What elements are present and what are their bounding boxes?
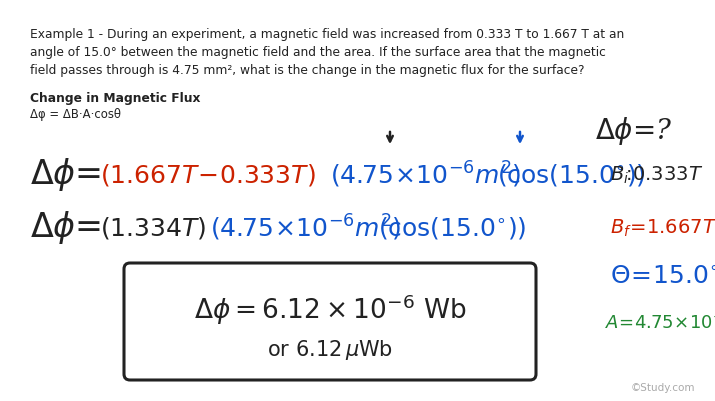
Text: $B_i\!\!:\!0.333T$: $B_i\!\!:\!0.333T$ [610,164,704,185]
Text: $\Theta\!=\!15.0^{\circ}$: $\Theta\!=\!15.0^{\circ}$ [610,266,715,289]
Text: Change in Magnetic Flux: Change in Magnetic Flux [30,92,200,105]
Text: angle of 15.0° between the magnetic field and the area. If the surface area that: angle of 15.0° between the magnetic fiel… [30,46,606,59]
Text: $\mathrm{or}\ 6.12\,\mu\mathrm{Wb}$: $\mathrm{or}\ 6.12\,\mu\mathrm{Wb}$ [267,337,393,361]
FancyBboxPatch shape [124,263,536,380]
Text: ©Study.com: ©Study.com [631,382,695,392]
Text: $(4.75\!\times\!10^{-6}m^{2})$: $(4.75\!\times\!10^{-6}m^{2})$ [210,213,402,243]
Text: $A\!=\!4.75\!\times\!10^{-6}m^2$: $A\!=\!4.75\!\times\!10^{-6}m^2$ [605,312,715,332]
Text: $B_f\!=\!1.667T$: $B_f\!=\!1.667T$ [610,217,715,238]
Text: $\Delta\phi$=: $\Delta\phi$= [30,209,102,246]
Text: $(\cos(15.0^{\circ}))$: $(\cos(15.0^{\circ}))$ [378,215,526,241]
Text: Example 1 - During an experiment, a magnetic field was increased from 0.333 T to: Example 1 - During an experiment, a magn… [30,28,624,41]
Text: Δφ = ΔB·A·cosθ: Δφ = ΔB·A·cosθ [30,108,121,121]
Text: $\Delta\phi = 6.12\times10^{-6}\ \mathrm{Wb}$: $\Delta\phi = 6.12\times10^{-6}\ \mathrm… [194,292,466,326]
Text: $\Delta\phi$=: $\Delta\phi$= [30,156,102,193]
Text: $(1.334T)$: $(1.334T)$ [100,215,206,241]
Text: $(1.667T\!-\!0.333T)$: $(1.667T\!-\!0.333T)$ [100,162,315,188]
Text: field passes through is 4.75 mm², what is the change in the magnetic flux for th: field passes through is 4.75 mm², what i… [30,64,584,77]
Text: $\Delta\phi$=?: $\Delta\phi$=? [595,115,673,147]
Text: $(\cos(15.0^{\circ}))$: $(\cos(15.0^{\circ}))$ [497,162,646,188]
Text: $(4.75\!\times\!10^{-6}m^{2})$: $(4.75\!\times\!10^{-6}m^{2})$ [330,160,521,190]
